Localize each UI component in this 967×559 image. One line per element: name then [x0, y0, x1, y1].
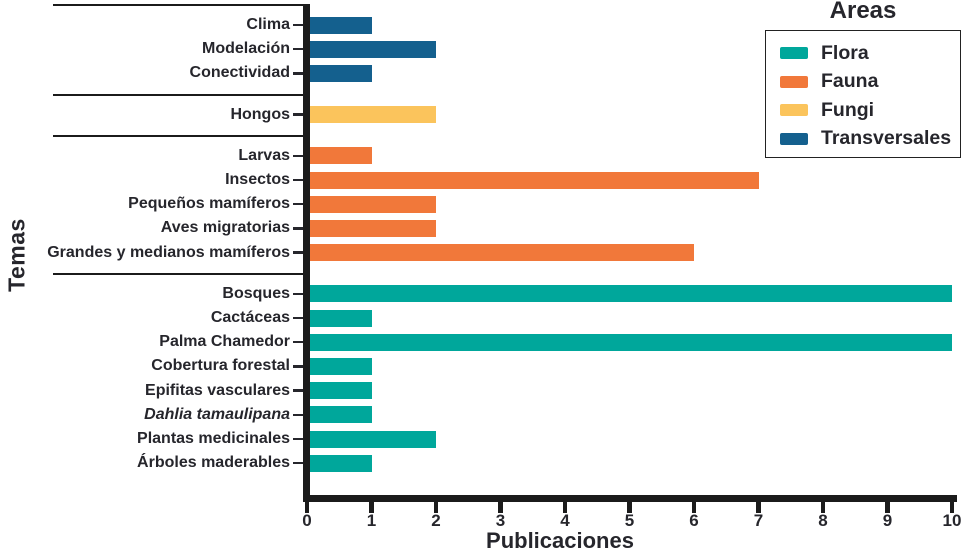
- y-tick: [293, 340, 304, 344]
- legend-item: Fauna: [766, 68, 960, 97]
- y-tick: [293, 154, 304, 158]
- x-tick-label: 0: [302, 511, 312, 530]
- bar-flora: [310, 454, 372, 472]
- category-label: Plantas medicinales: [137, 430, 290, 447]
- x-tick-label: 6: [689, 511, 699, 530]
- x-tick: [756, 502, 761, 513]
- legend-item: Flora: [766, 39, 960, 68]
- category-label: Grandes y medianos mamíferos: [47, 243, 290, 261]
- category-label: Árboles maderables: [137, 454, 290, 472]
- y-tick: [293, 461, 304, 465]
- x-tick: [304, 502, 310, 513]
- legend-item: Transversales: [766, 125, 960, 154]
- legend-swatch: [780, 132, 808, 145]
- y-tick: [293, 47, 304, 51]
- category-label: Dahlia tamaulipana: [144, 405, 290, 423]
- y-tick: [293, 227, 304, 230]
- category-label: Clima: [246, 16, 290, 33]
- x-tick-label: 1: [366, 511, 377, 530]
- bar-fauna: [310, 147, 372, 165]
- legend-swatch: [780, 104, 808, 117]
- x-tick: [691, 502, 697, 513]
- x-tick-label: 10: [942, 511, 962, 530]
- bar-fauna: [310, 171, 759, 189]
- x-tick-label: 8: [818, 511, 828, 530]
- y-tick: [293, 292, 304, 296]
- category-label: Pequeños mamíferos: [128, 195, 290, 213]
- legend-item-label: Fauna: [821, 70, 879, 93]
- bar-transversales: [310, 64, 372, 82]
- bar-fungi: [310, 106, 436, 124]
- y-tick: [293, 251, 304, 254]
- bar-fauna: [310, 244, 694, 262]
- x-tick-label: 3: [495, 511, 506, 530]
- y-tick: [293, 178, 304, 182]
- category-label: Insectos: [225, 171, 290, 188]
- x-axis-line: [303, 495, 957, 502]
- y-tick: [293, 316, 304, 320]
- category-label: Bosques: [222, 284, 290, 302]
- legend-title: Áreas: [829, 0, 897, 24]
- legend-item-label: Transversales: [821, 127, 952, 150]
- x-tick: [369, 502, 374, 513]
- bar-flora: [310, 382, 372, 400]
- x-tick-label: 4: [560, 511, 570, 530]
- bar-flora: [310, 430, 436, 448]
- x-tick-label: 2: [431, 511, 441, 530]
- group-separator: [53, 135, 307, 137]
- x-tick: [885, 502, 890, 513]
- x-axis-title: Publicaciones: [486, 528, 634, 553]
- x-tick-label: 9: [882, 511, 893, 530]
- x-tick: [498, 502, 503, 513]
- x-tick: [820, 502, 826, 513]
- category-label: Hongos: [230, 105, 290, 123]
- y-tick: [293, 113, 304, 116]
- x-tick-label: 5: [624, 511, 635, 530]
- bar-flora: [310, 309, 372, 327]
- legend-item-label: Fungi: [821, 98, 875, 121]
- x-tick-label: 7: [753, 511, 764, 530]
- category-label: Larvas: [238, 146, 290, 164]
- category-label: Aves migratorias: [160, 219, 290, 237]
- category-label: Epifitas vasculares: [145, 381, 290, 399]
- category-label: Cactáceas: [210, 309, 290, 326]
- group-separator: [53, 94, 307, 96]
- bar-transversales: [310, 16, 372, 34]
- bar-fauna: [310, 195, 436, 213]
- category-label: Cobertura forestal: [151, 357, 290, 375]
- legend-item-label: Flora: [821, 41, 869, 64]
- x-tick: [433, 502, 439, 513]
- group-separator: [53, 273, 307, 275]
- plot-top-border: [53, 4, 307, 6]
- bar-flora: [310, 406, 372, 424]
- bar-flora: [310, 333, 952, 351]
- x-tick: [627, 502, 632, 513]
- legend-swatch: [780, 47, 808, 60]
- x-tick: [949, 502, 955, 513]
- bar-transversales: [310, 40, 436, 58]
- y-tick: [293, 72, 304, 75]
- y-tick: [293, 202, 304, 206]
- category-label: Conectividad: [189, 64, 290, 82]
- y-tick: [293, 413, 304, 417]
- y-axis-line: [303, 4, 310, 502]
- bar-flora: [310, 285, 952, 303]
- bar-fauna: [310, 219, 436, 237]
- legend-swatch: [780, 75, 808, 88]
- y-tick: [293, 365, 304, 368]
- legend: Flora Fauna Fungi Transversales: [765, 30, 961, 158]
- y-tick: [293, 23, 304, 27]
- bar-flora: [310, 357, 372, 375]
- category-label: Modelación: [201, 40, 290, 58]
- category-label: Palma Chamedor: [159, 333, 290, 351]
- y-tick: [293, 437, 304, 441]
- x-tick: [562, 502, 568, 513]
- legend-item: Fungi: [766, 96, 960, 125]
- y-tick: [293, 389, 304, 392]
